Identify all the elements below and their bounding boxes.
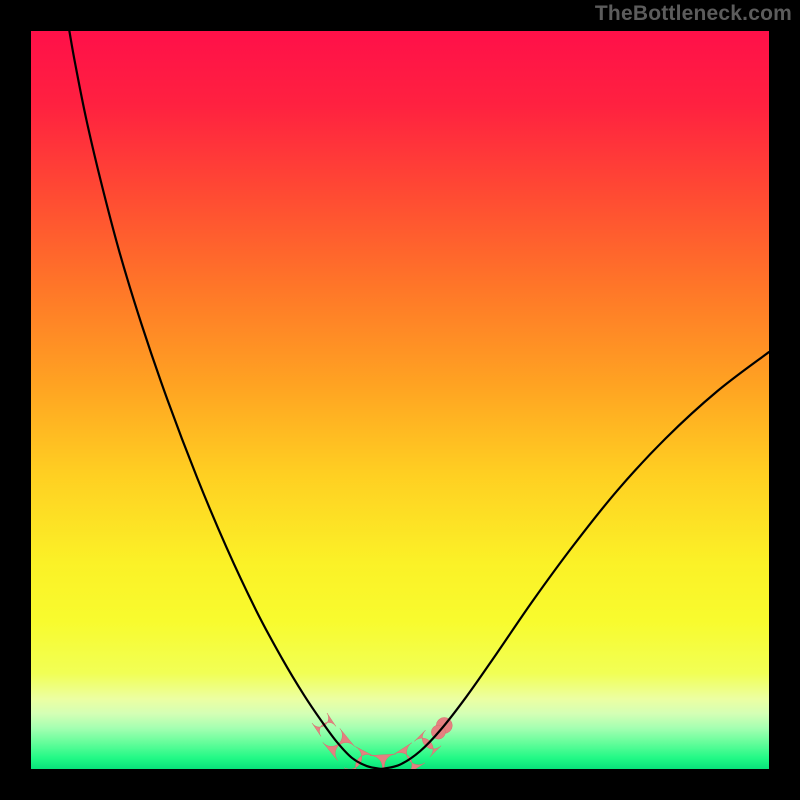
plot-background	[31, 31, 769, 769]
plot-svg	[31, 31, 769, 769]
plot-area	[31, 31, 769, 769]
watermark-text: TheBottleneck.com	[595, 2, 792, 26]
chart-frame: TheBottleneck.com	[0, 0, 800, 800]
